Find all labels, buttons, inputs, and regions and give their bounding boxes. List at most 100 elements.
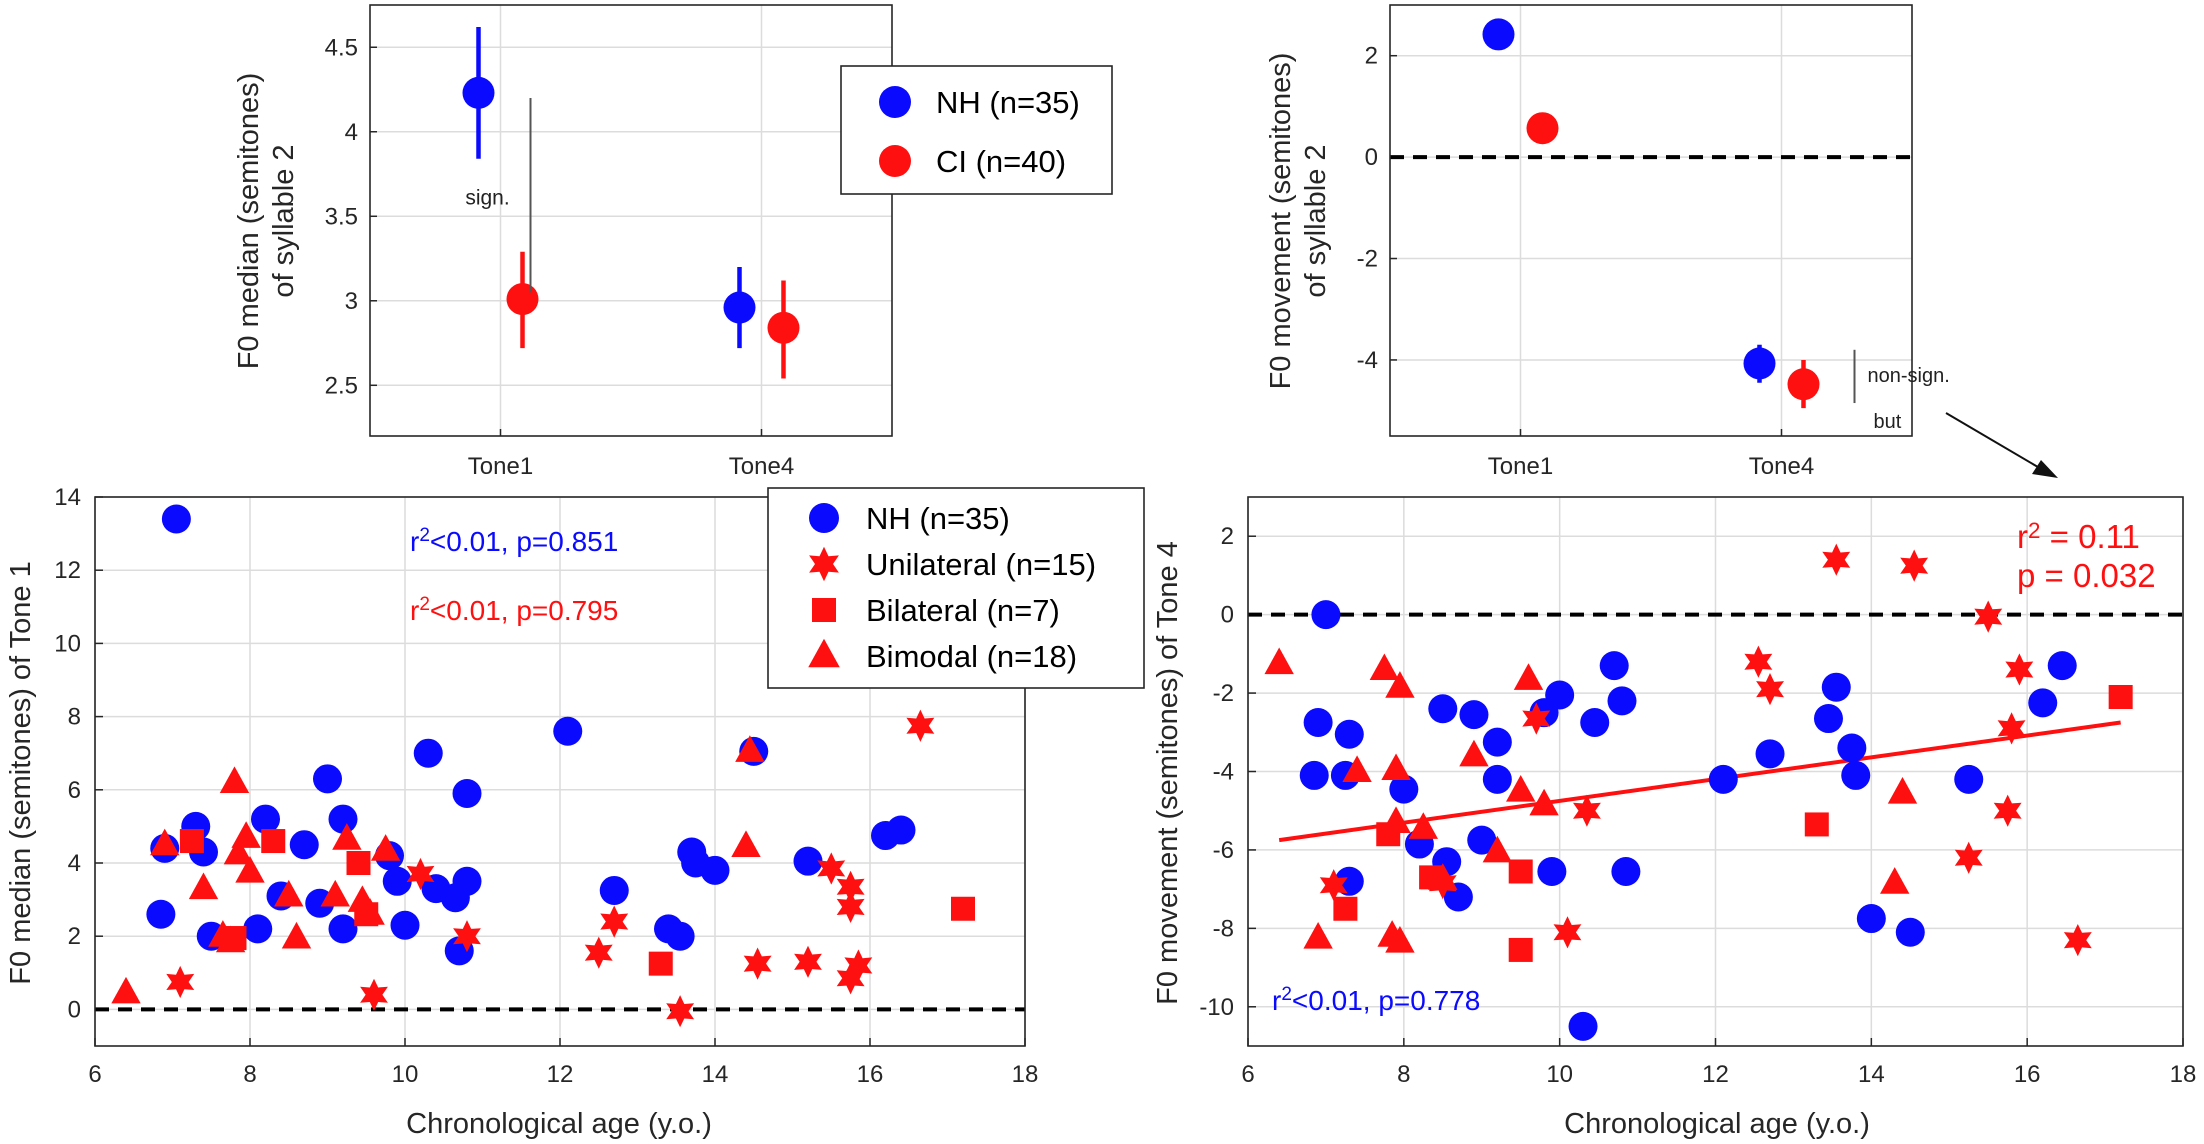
panel-a-mean-point-ci	[767, 311, 800, 344]
panel-c-point-unilateral	[600, 905, 629, 938]
legend-marker-ci	[879, 145, 911, 177]
panel-c-point-nh	[700, 855, 730, 885]
panel-a-axes-box	[369, 4, 893, 437]
panel-c-point-bilateral	[261, 829, 286, 854]
panel-c-point-bimodal	[355, 898, 385, 925]
panel-b-mean-point-nh	[1743, 347, 1776, 380]
panel-c-xtick-label: 10	[392, 1061, 419, 1088]
panel-c-point-bimodal	[188, 872, 219, 900]
panel-d-ytick-label: 2	[1221, 523, 1234, 550]
panel-d-point-nh	[1334, 719, 1364, 749]
panel-c-point-nh	[793, 846, 823, 876]
panel-c-axes-box	[94, 496, 1026, 1047]
panel-d-point-nh	[1708, 764, 1738, 794]
panel-d-xlabel: Chronological age (y.o.)	[1564, 1108, 1870, 1140]
panel-c-point-nh	[665, 921, 695, 951]
panel-c-point-nh	[452, 778, 482, 808]
panel-d-ytick-label: -2	[1213, 680, 1234, 707]
panel-b: F0 movement (semitones) of syllable 2	[1265, 53, 1332, 390]
panel-d-point-bimodal	[1385, 671, 1415, 698]
panel-c-xtick-label: 8	[243, 1061, 256, 1088]
panel-d-point-unilateral	[1319, 869, 1348, 902]
panel-d: F0 movement (semitones) of Tone 4 Chrono…	[1152, 541, 1870, 1140]
panel-c-xtick-label: 6	[88, 1061, 101, 1088]
panel-d-point-nh	[1311, 600, 1341, 630]
panel-b-xtick-label: Tone1	[1488, 453, 1553, 480]
panel-d-point-bimodal	[1381, 806, 1411, 833]
panel-c-point-unilateral	[794, 945, 822, 978]
panel-c-xtick-label: 16	[857, 1061, 884, 1088]
panel-d-point-bimodal	[1459, 739, 1489, 767]
panel-c-ytick-label: 8	[68, 704, 81, 731]
panel-c-xtick-label: 14	[702, 1061, 729, 1088]
panel-d-point-nh	[1482, 764, 1512, 794]
panel-c-point-nh	[599, 875, 629, 905]
panel-d-ytick-label: -4	[1213, 759, 1234, 786]
panel-c-point-bimodal	[332, 823, 362, 850]
panel-c-point-bimodal	[235, 856, 265, 883]
legend-label: NH (n=35)	[866, 501, 1010, 536]
panel-a-ytick-label: 2.5	[325, 372, 358, 399]
panel-d-point-unilateral	[1997, 712, 2026, 745]
panel-c-point-nh	[251, 804, 280, 834]
panel-d-point-nh	[1841, 760, 1871, 790]
panel-c-point-nh	[243, 914, 273, 944]
legend-label: CI (n=40)	[936, 144, 1066, 179]
legend-marker-nh	[879, 86, 911, 118]
panel-c-point-bimodal	[320, 879, 350, 907]
panel-d-ytick-label: -8	[1213, 915, 1234, 942]
panel-d-point-nh	[1568, 1011, 1598, 1041]
panel-c-point-bimodal	[150, 828, 180, 856]
panel-c-point-nh	[328, 914, 358, 944]
legend-marker-hexagram	[809, 546, 839, 582]
legend-marker-triangle	[808, 638, 840, 668]
panel-c-point-bimodal	[731, 830, 761, 858]
panel-c-point-bilateral	[951, 896, 975, 921]
panel-d-point-unilateral	[1974, 600, 2003, 633]
panel-d-ytick-label: 0	[1221, 602, 1234, 629]
panel-c-ylabel: F0 median (semitones) of Tone 1	[5, 561, 37, 984]
panel-d-point-bimodal	[1342, 755, 1372, 782]
panel-c: F0 median (semitones) of Tone 1 Chronolo…	[5, 561, 712, 1140]
legend-label: Bimodal (n=18)	[866, 639, 1077, 674]
panel-d-point-unilateral	[1993, 794, 2022, 827]
panel-c-xtick-label: 18	[1012, 1061, 1039, 1088]
panel-d-ylabel: F0 movement (semitones) of Tone 4	[1152, 541, 1184, 1005]
panel-d-ytick-label: -6	[1213, 837, 1234, 864]
panel-d-point-nh	[1459, 700, 1489, 730]
panel-c-point-nh	[161, 504, 191, 534]
panel-a-significance-label: sign.	[465, 186, 509, 209]
panel-d-point-bilateral	[1804, 812, 1829, 837]
panel-c-xtick-label: 12	[547, 1061, 574, 1088]
panel-d-point-unilateral	[1553, 916, 1582, 949]
panel-a-xtick-label: Tone1	[468, 453, 533, 480]
panel-a-mean-point-nh	[462, 76, 495, 109]
panel-b-ytick-label: 0	[1365, 144, 1378, 171]
panel-b-xtick-label: Tone4	[1749, 453, 1814, 480]
panel-b-ytick-label: 2	[1365, 43, 1378, 70]
panel-c-point-nh	[390, 910, 420, 940]
legend-marker-square	[812, 598, 836, 622]
panel-c-point-bimodal	[231, 821, 261, 848]
panel-d-point-unilateral	[1522, 702, 1551, 735]
panel-d-stats-nh: r2<0.01, p=0.778	[1272, 984, 1480, 1016]
panel-c-point-bimodal	[370, 834, 401, 861]
panel-d-point-bimodal	[1408, 812, 1439, 839]
panel-d-xtick-label: 6	[1241, 1061, 1254, 1088]
panel-c-point-unilateral	[166, 965, 195, 999]
panel-d-point-bimodal	[1369, 653, 1400, 681]
panel-c-ytick-label: 6	[68, 777, 81, 804]
panel-d-point-nh	[1755, 739, 1785, 769]
panel-c-point-unilateral	[906, 709, 935, 742]
panel-d-point-bilateral	[1333, 896, 1358, 921]
panel-d-point-unilateral	[1756, 673, 1784, 706]
panel-d-xtick-label: 8	[1397, 1061, 1410, 1088]
panel-d-point-nh	[1599, 651, 1629, 681]
panel-a-mean-point-nh	[723, 291, 756, 324]
panel-a-ytick-label: 3.5	[325, 203, 358, 230]
legend-label: NH (n=35)	[936, 85, 1080, 120]
panel-d-point-nh	[2028, 688, 2058, 718]
panel-d-point-nh	[1482, 727, 1512, 757]
panel-a-mean-point-ci	[506, 283, 539, 316]
